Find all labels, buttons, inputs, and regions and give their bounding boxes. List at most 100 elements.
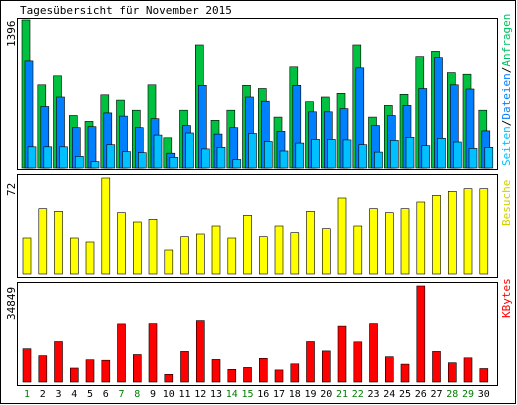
bar-kbytes-day-29: [463, 357, 473, 383]
bar-seiten-day-20: [326, 139, 336, 169]
x-label-day-1: 1: [24, 389, 30, 400]
bar-seiten-day-4: [75, 156, 84, 169]
bar-kbytes-day-20: [321, 350, 331, 383]
bar-besuche-day-6: [101, 177, 111, 275]
bar-seiten-day-6: [106, 144, 116, 169]
chart-title: Tagesübersicht für November 2015: [20, 4, 232, 17]
bar-kbytes-day-17: [274, 369, 284, 383]
bar-seiten-day-29: [468, 148, 478, 169]
panel-visits-ymax-label: 72: [5, 183, 18, 196]
bar-seiten-day-5: [90, 161, 100, 169]
bar-besuche-day-1: [22, 237, 32, 275]
legend-part: Besuche: [500, 180, 513, 226]
x-label-day-12: 12: [194, 389, 206, 400]
bar-kbytes-day-21: [337, 325, 347, 383]
bar-seiten-day-13: [216, 147, 226, 169]
bar-kbytes-day-8: [133, 354, 142, 383]
x-label-day-13: 13: [210, 389, 222, 400]
bar-kbytes-day-23: [369, 323, 378, 383]
legend-part: KBytes: [500, 278, 513, 318]
bar-kbytes-day-12: [196, 320, 205, 383]
bar-kbytes-day-28: [447, 362, 457, 383]
bar-besuche-day-30: [479, 188, 489, 275]
bar-kbytes-day-27: [432, 351, 441, 383]
bar-kbytes-day-3: [54, 341, 63, 383]
panel-kbytes-ymax-label: 34849: [5, 287, 18, 320]
bar-kbytes-day-24: [384, 356, 394, 383]
bar-seiten-day-17: [279, 150, 289, 169]
bar-kbytes-day-5: [85, 359, 95, 383]
panel-kbytes-frame: [17, 282, 498, 386]
bar-besuche-day-22: [353, 225, 363, 275]
legend-part: /: [500, 120, 513, 127]
x-label-day-15: 15: [241, 389, 253, 400]
bar-kbytes-day-6: [101, 359, 111, 383]
bar-besuche-day-4: [70, 237, 79, 275]
bar-besuche-day-7: [117, 212, 126, 275]
bar-kbytes-day-16: [258, 357, 268, 383]
x-label-day-24: 24: [383, 389, 395, 400]
x-label-day-8: 8: [134, 389, 140, 400]
bar-seiten-day-8: [138, 152, 147, 169]
bar-seiten-day-3: [59, 146, 68, 169]
bar-besuche-day-9: [148, 219, 158, 275]
bar-kbytes-day-11: [180, 351, 189, 383]
panel-kbytes-bars: [22, 285, 489, 383]
bar-besuche-day-8: [133, 221, 142, 275]
bar-seiten-day-15: [248, 133, 257, 169]
bar-kbytes-day-13: [211, 359, 221, 383]
panel-visits-bars: [22, 177, 489, 275]
x-label-day-2: 2: [40, 389, 46, 400]
bar-besuche-day-24: [384, 212, 394, 275]
x-label-day-17: 17: [273, 389, 285, 400]
bar-besuche-day-29: [463, 188, 473, 275]
bar-besuche-day-2: [38, 208, 48, 275]
panel-hits-bars: [21, 19, 494, 169]
bar-seiten-day-21: [342, 139, 352, 169]
panel-kbytes-legend: KBytes: [500, 278, 513, 318]
x-label-day-23: 23: [367, 389, 379, 400]
legend-part: /: [500, 67, 513, 74]
bar-besuche-day-3: [54, 211, 63, 275]
x-label-day-4: 4: [71, 389, 77, 400]
bar-besuche-day-19: [306, 211, 315, 275]
x-label-day-16: 16: [257, 389, 269, 400]
bar-seiten-day-26: [421, 145, 431, 169]
bar-seiten-day-28: [452, 141, 462, 169]
bar-besuche-day-14: [227, 237, 237, 275]
panel-visits: 72 Besuche: [5, 174, 513, 278]
bar-kbytes-day-22: [353, 341, 363, 383]
bar-kbytes-day-26: [416, 285, 426, 383]
panel-hits-legend: Seiten/Dateien/Anfragen: [500, 14, 513, 166]
bar-besuche-day-17: [274, 225, 284, 275]
x-label-day-28: 28: [446, 389, 458, 400]
bar-seiten-day-24: [389, 140, 399, 169]
bar-besuche-day-26: [416, 201, 426, 275]
panel-hits-frame: [17, 18, 498, 170]
bar-seiten-day-11: [185, 132, 194, 169]
bar-kbytes-day-10: [164, 373, 174, 383]
x-label-day-18: 18: [289, 389, 301, 400]
x-label-day-9: 9: [150, 389, 156, 400]
bar-besuche-day-23: [369, 208, 378, 275]
bar-kbytes-day-25: [400, 363, 410, 383]
bar-besuche-day-16: [258, 236, 268, 275]
bar-seiten-day-14: [232, 159, 242, 169]
panel-visits-legend: Besuche: [500, 180, 513, 226]
bar-kbytes-day-1: [22, 348, 32, 383]
legend-part: Seiten: [500, 126, 513, 166]
bar-besuche-day-21: [337, 197, 347, 275]
x-label-day-20: 20: [320, 389, 332, 400]
x-label-day-10: 10: [163, 389, 175, 400]
legend-part: Anfragen: [500, 14, 513, 67]
x-label-day-21: 21: [336, 389, 348, 400]
x-label-day-27: 27: [430, 389, 442, 400]
bar-seiten-day-10: [169, 157, 179, 169]
bar-besuche-day-15: [243, 215, 252, 275]
bar-kbytes-day-2: [38, 355, 48, 383]
x-axis-day-labels: 1 2 3 4 5 6 7 8 9 10 11 12 13 14 15 16 17 18 19 20 21 22 23 24 2…: [24, 389, 490, 400]
x-label-day-29: 29: [462, 389, 474, 400]
bar-besuche-day-11: [180, 236, 189, 275]
panel-hits: 1396 Seiten/Dateien/Anfragen: [5, 14, 513, 170]
